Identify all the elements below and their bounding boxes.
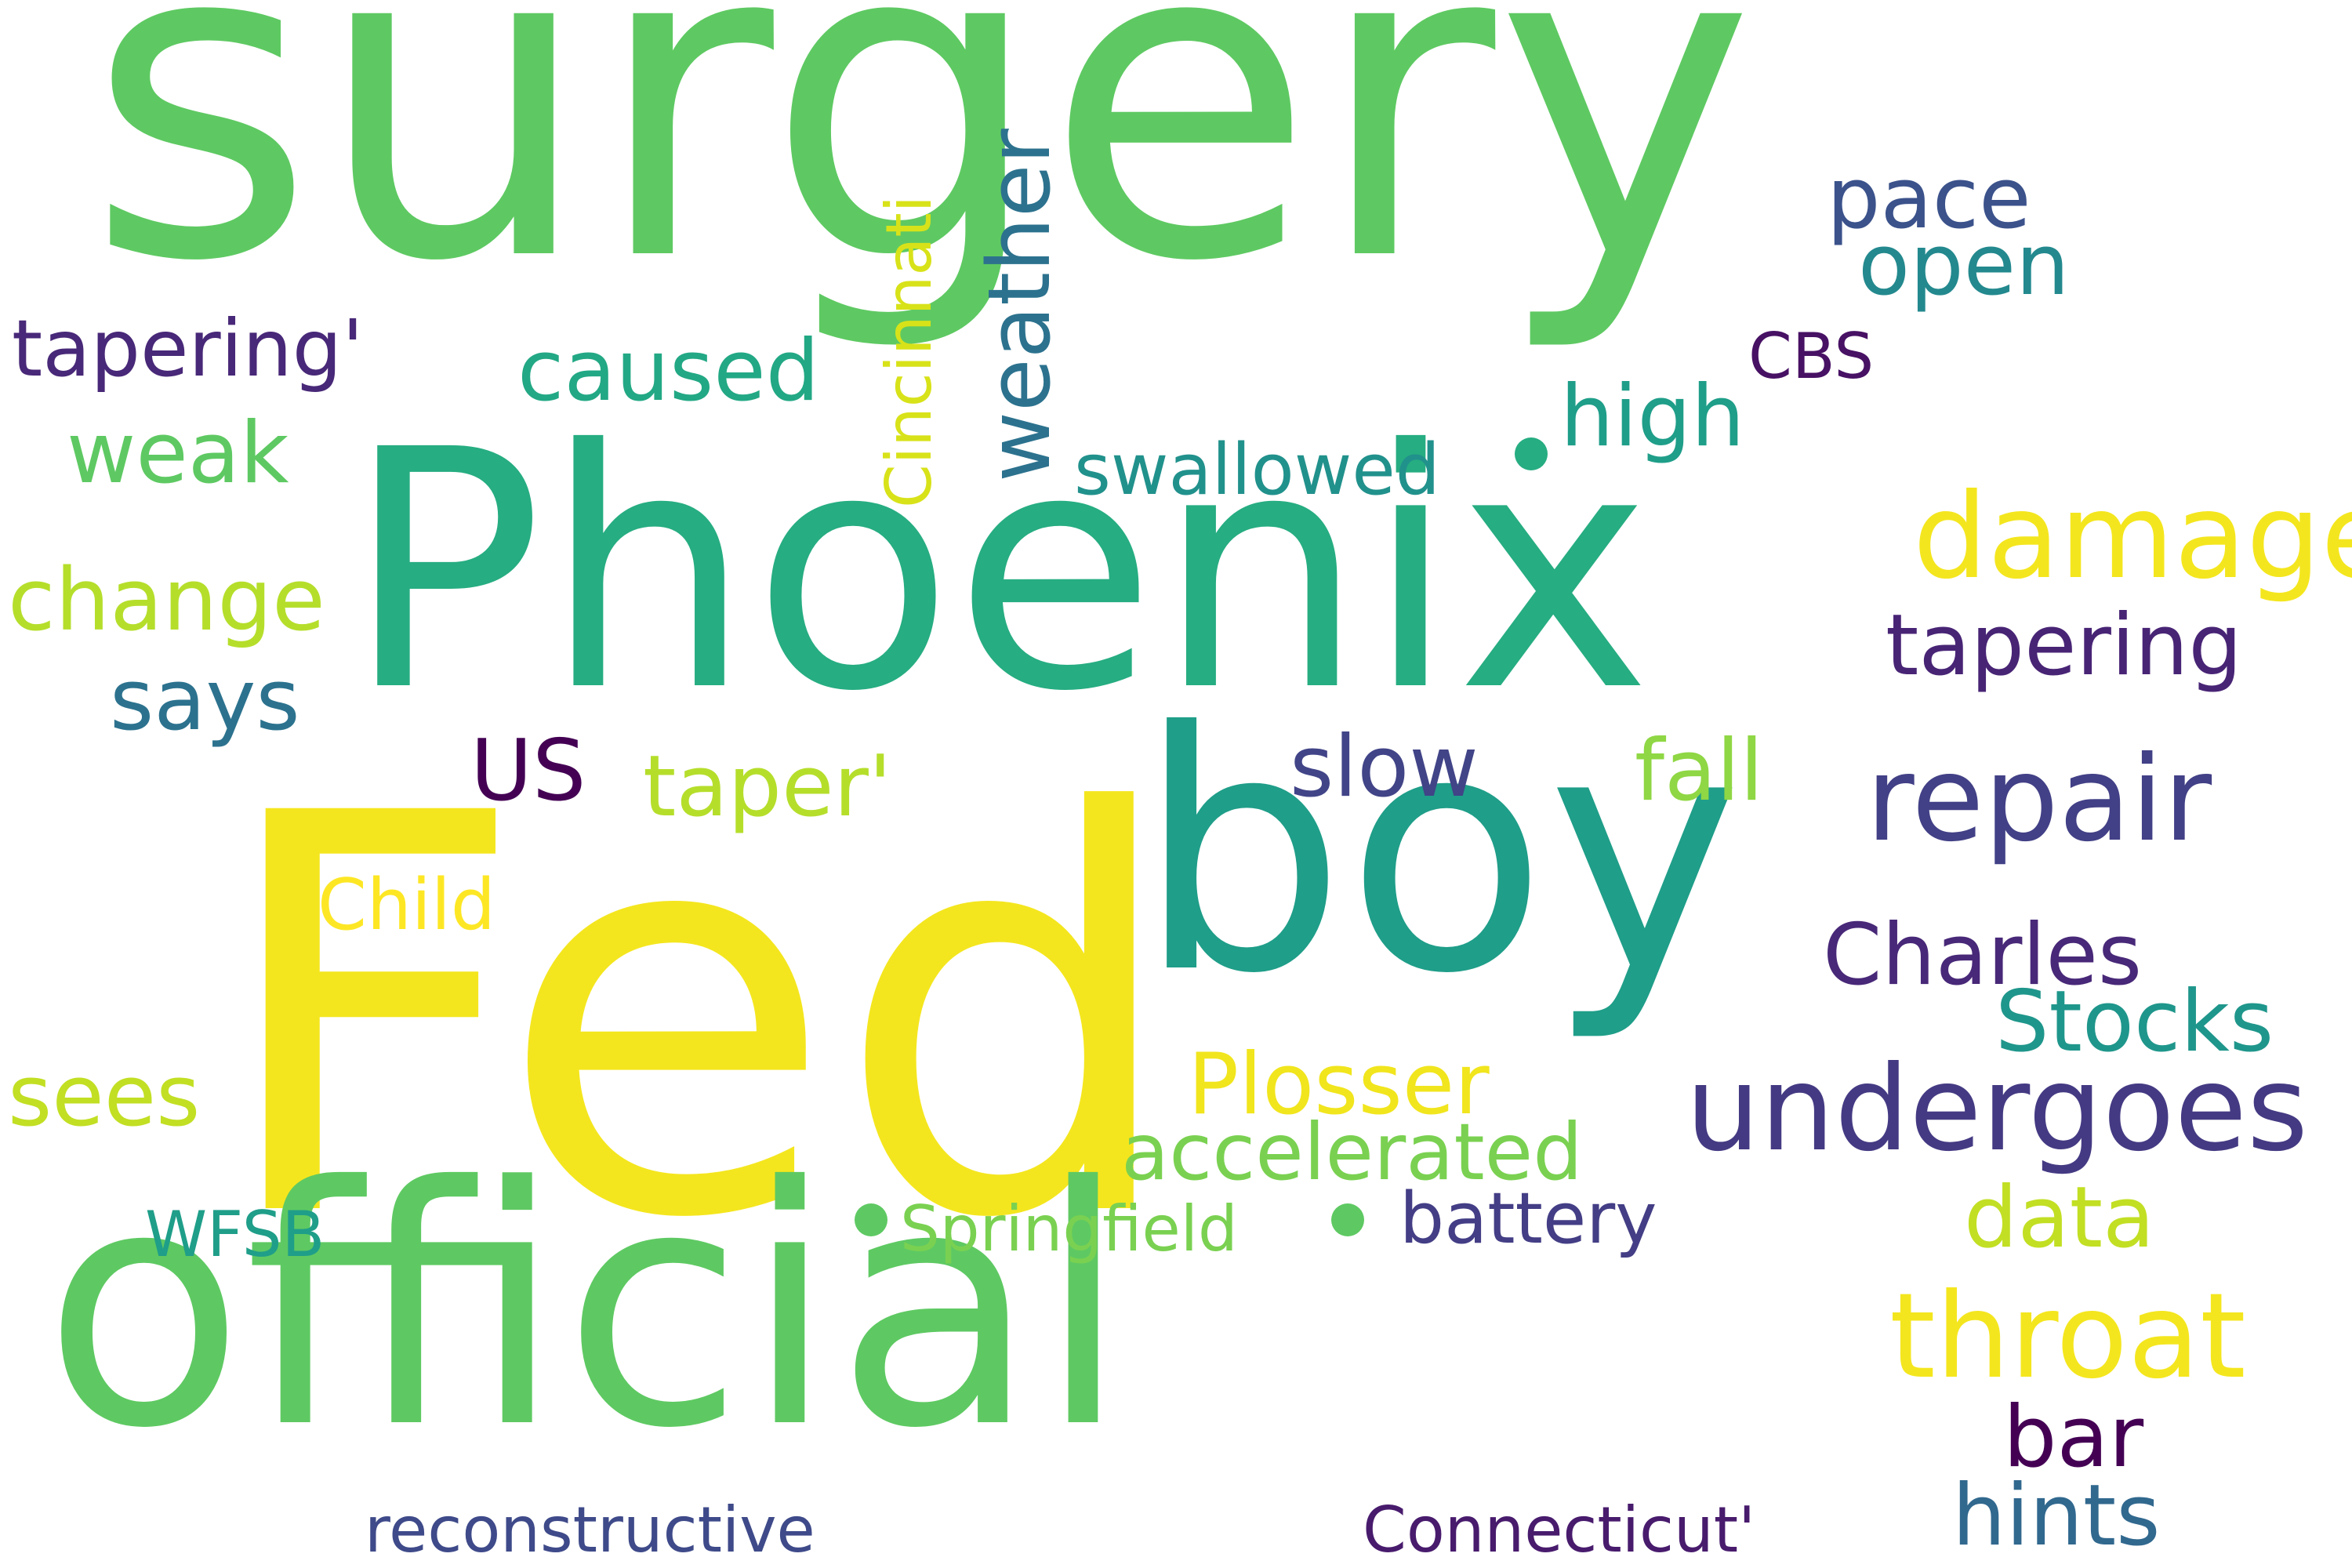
word-stocks: Stocks [1995, 973, 2274, 1071]
word-wfsb: WFSB [145, 1198, 325, 1271]
word-cincinnati: Cincinnati [873, 194, 946, 508]
word-child: Child [318, 864, 496, 946]
word-springfield: Springfield [900, 1192, 1238, 1265]
word-pace: pace [1827, 150, 2031, 248]
word-caused: caused [517, 322, 820, 420]
word-battery: battery [1399, 1178, 1657, 1260]
word-connecticut-apos: Connecticut' [1363, 1494, 1756, 1566]
word-slow: slow [1290, 718, 1479, 816]
word-plosser: Plosser [1188, 1036, 1490, 1134]
word-reconstructive: reconstructive [365, 1494, 815, 1566]
word-boy: boy [1137, 662, 1743, 1046]
word-official: official [43, 1117, 1129, 1501]
word-accelerated: accelerated [1121, 1106, 1583, 1198]
dot-mark [855, 1203, 887, 1236]
word-high: high [1560, 368, 1745, 466]
word-change: change [8, 550, 325, 650]
word-tapering: tapering [1886, 597, 2242, 695]
word-surgery: surgery [86, 0, 1755, 358]
word-taper-apos: taper' [643, 738, 892, 836]
word-phoenix: Phoenix [345, 380, 1652, 764]
dot-mark [1331, 1203, 1364, 1236]
word-open: open [1858, 216, 2070, 314]
word-hints: hints [1952, 1467, 2161, 1565]
word-sees: sees [8, 1047, 201, 1145]
word-us: US [470, 722, 586, 820]
word-weak: weak [67, 405, 289, 503]
word-throat: throat [1889, 1269, 2246, 1405]
word-cbs: CBS [1748, 320, 1875, 393]
word-undergoes: undergoes [1686, 1041, 2309, 1178]
word-tapering-apos: tapering' [12, 303, 364, 394]
word-weather: weather [969, 129, 1069, 482]
word-charles: Charles [1823, 906, 2143, 1004]
word-says: says [110, 652, 300, 750]
word-fed: Fed [212, 699, 1184, 1338]
word-repair: repair [1866, 731, 2212, 868]
word-swallowed: swallowed [1074, 429, 1440, 511]
word-bar: bar [2003, 1388, 2144, 1486]
word-damage: damage [1913, 469, 2352, 605]
word-data: data [1964, 1169, 2155, 1267]
dot-mark [1515, 437, 1548, 470]
word-fall: fall [1635, 722, 1764, 820]
